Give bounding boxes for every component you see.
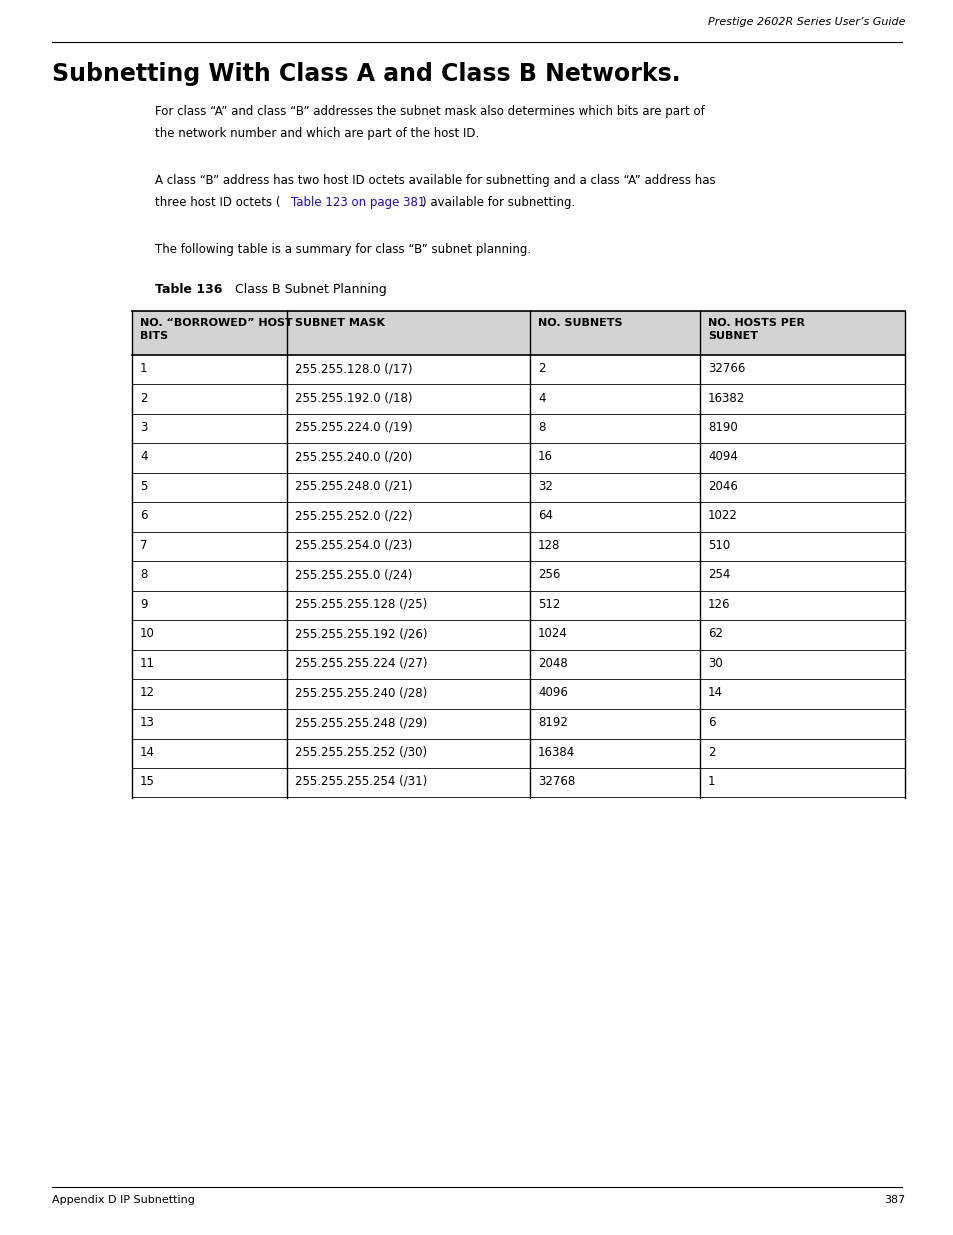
Text: 255.255.255.248 (/29): 255.255.255.248 (/29) [294,716,427,729]
Text: 255.255.255.224 (/27): 255.255.255.224 (/27) [294,657,427,671]
Text: 15: 15 [140,776,154,788]
Text: 2046: 2046 [707,480,738,493]
Text: 6: 6 [140,510,148,522]
Text: Appendix D IP Subnetting: Appendix D IP Subnetting [52,1195,194,1205]
Text: 30: 30 [707,657,722,671]
Text: 255.255.248.0 (/21): 255.255.248.0 (/21) [294,480,412,493]
Text: NO. HOSTS PER
SUBNET: NO. HOSTS PER SUBNET [707,317,804,341]
Text: 8: 8 [537,421,545,433]
Text: 16382: 16382 [707,391,744,405]
Text: 1024: 1024 [537,627,567,641]
Text: 255.255.255.0 (/24): 255.255.255.0 (/24) [294,568,412,582]
Text: 126: 126 [707,598,730,611]
Text: 510: 510 [707,538,730,552]
Text: three host ID octets (: three host ID octets ( [154,196,280,209]
Text: Class B Subnet Planning: Class B Subnet Planning [223,283,386,296]
Text: 2: 2 [537,362,545,375]
Text: 16384: 16384 [537,746,575,758]
Text: ) available for subnetting.: ) available for subnetting. [421,196,575,209]
Text: 256: 256 [537,568,559,582]
Text: 64: 64 [537,510,553,522]
Text: 1: 1 [707,776,715,788]
Text: 255.255.255.192 (/26): 255.255.255.192 (/26) [294,627,427,641]
Bar [132,311,904,354]
Text: 255.255.240.0 (/20): 255.255.240.0 (/20) [294,451,412,463]
Text: 32766: 32766 [707,362,744,375]
Text: 62: 62 [707,627,722,641]
Text: NO. “BORROWED” HOST
BITS: NO. “BORROWED” HOST BITS [140,317,293,341]
Text: 4096: 4096 [537,687,567,699]
Text: 3: 3 [140,421,147,433]
Text: 255.255.255.240 (/28): 255.255.255.240 (/28) [294,687,426,699]
Text: NO. SUBNETS: NO. SUBNETS [537,317,622,329]
Text: 14: 14 [707,687,722,699]
Text: 128: 128 [537,538,559,552]
Text: 255.255.128.0 (/17): 255.255.128.0 (/17) [294,362,412,375]
Text: 255.255.255.128 (/25): 255.255.255.128 (/25) [294,598,426,611]
Text: 8: 8 [140,568,147,582]
Text: For class “A” and class “B” addresses the subnet mask also determines which bits: For class “A” and class “B” addresses th… [154,105,704,119]
Text: 255.255.255.252 (/30): 255.255.255.252 (/30) [294,746,426,758]
Text: 1: 1 [140,362,148,375]
Text: Table 123 on page 381: Table 123 on page 381 [291,196,425,209]
Text: 8192: 8192 [537,716,567,729]
Text: A class “B” address has two host ID octets available for subnetting and a class : A class “B” address has two host ID octe… [154,174,715,186]
Text: 32: 32 [537,480,553,493]
Text: 9: 9 [140,598,148,611]
Text: The following table is a summary for class “B” subnet planning.: The following table is a summary for cla… [154,243,531,256]
Text: SUBNET MASK: SUBNET MASK [294,317,384,329]
Text: 387: 387 [882,1195,904,1205]
Text: 13: 13 [140,716,154,729]
Text: 7: 7 [140,538,148,552]
Text: 255.255.252.0 (/22): 255.255.252.0 (/22) [294,510,412,522]
Text: 2: 2 [140,391,148,405]
Text: 1022: 1022 [707,510,738,522]
Text: 10: 10 [140,627,154,641]
Text: Subnetting With Class A and Class B Networks.: Subnetting With Class A and Class B Netw… [52,62,679,86]
Text: 2048: 2048 [537,657,567,671]
Text: Table 136: Table 136 [154,283,222,296]
Text: 512: 512 [537,598,559,611]
Text: 8190: 8190 [707,421,737,433]
Text: 11: 11 [140,657,154,671]
Text: Prestige 2602R Series User’s Guide: Prestige 2602R Series User’s Guide [707,17,904,27]
Text: 255.255.254.0 (/23): 255.255.254.0 (/23) [294,538,412,552]
Text: 255.255.224.0 (/19): 255.255.224.0 (/19) [294,421,412,433]
Text: 12: 12 [140,687,154,699]
Text: 6: 6 [707,716,715,729]
Text: 254: 254 [707,568,730,582]
Text: 16: 16 [537,451,553,463]
Text: 5: 5 [140,480,147,493]
Text: 255.255.255.254 (/31): 255.255.255.254 (/31) [294,776,426,788]
Text: 32768: 32768 [537,776,575,788]
Text: 4094: 4094 [707,451,738,463]
Text: 255.255.192.0 (/18): 255.255.192.0 (/18) [294,391,412,405]
Text: 4: 4 [140,451,148,463]
Text: the network number and which are part of the host ID.: the network number and which are part of… [154,127,478,140]
Text: 2: 2 [707,746,715,758]
Text: 4: 4 [537,391,545,405]
Text: 14: 14 [140,746,154,758]
